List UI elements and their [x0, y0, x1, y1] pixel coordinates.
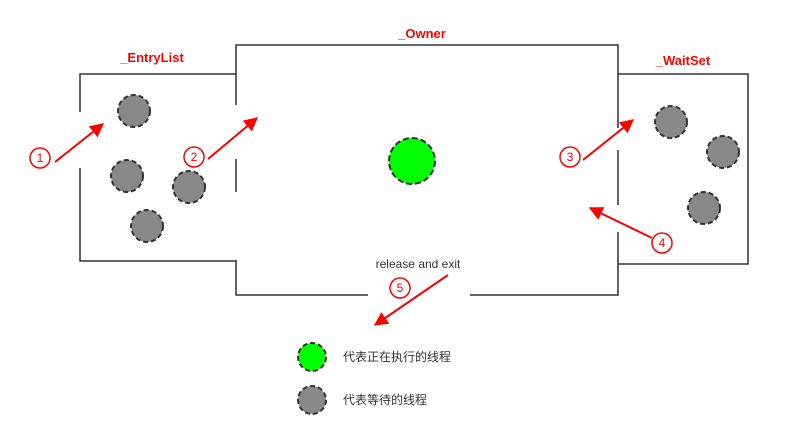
entry-list-label: _EntryList — [119, 50, 184, 65]
legend-running-swatch — [297, 342, 327, 372]
legend-waiting-label: 代表等待的线程 — [343, 392, 427, 407]
arrow-step-2 — [207, 117, 259, 160]
running-thread — [388, 137, 436, 185]
waiting-thread — [110, 159, 144, 193]
legend: 代表正在执行的线程 代表等待的线程 — [297, 342, 451, 415]
waiting-thread — [172, 170, 206, 204]
step-number: 1 — [37, 151, 44, 165]
waiting-thread — [706, 135, 740, 169]
owner-border-bottom-right — [470, 232, 619, 296]
arrow-step-5 — [373, 274, 449, 326]
waiting-thread — [687, 191, 721, 225]
wait-set-region: _WaitSet — [618, 53, 749, 265]
step-number: 4 — [659, 236, 666, 250]
entry-list-border-top — [79, 73, 236, 112]
step-badge-3: 3 — [559, 146, 581, 168]
arrow-step-4 — [588, 207, 653, 239]
step-number: 3 — [567, 150, 574, 164]
step-number: 2 — [191, 150, 198, 164]
step-badge-2: 2 — [183, 146, 205, 168]
arrow-step-1 — [54, 123, 105, 163]
waiting-thread — [117, 94, 151, 128]
step-badge-1: 1 — [29, 147, 51, 169]
waiting-thread — [130, 209, 164, 243]
owner-border-top — [235, 44, 619, 128]
release-and-exit-label: release and exit — [376, 257, 461, 271]
wait-set-border-top — [618, 73, 749, 265]
legend-waiting-swatch — [297, 385, 327, 415]
wait-set-label: _WaitSet — [655, 53, 711, 68]
step-badge-5: 5 — [389, 277, 411, 299]
entry-list-border-bottom — [79, 168, 236, 262]
owner-region: _Owner — [235, 26, 619, 296]
step-badge-4: 4 — [651, 232, 673, 254]
arrow-step-3 — [582, 119, 635, 161]
owner-border-bottom-left — [235, 260, 368, 296]
owner-label: _Owner — [397, 26, 446, 41]
entry-list-region: _EntryList — [79, 50, 236, 262]
step-number: 5 — [397, 281, 404, 295]
legend-running-label: 代表正在执行的线程 — [343, 349, 451, 364]
waiting-thread — [654, 105, 688, 139]
